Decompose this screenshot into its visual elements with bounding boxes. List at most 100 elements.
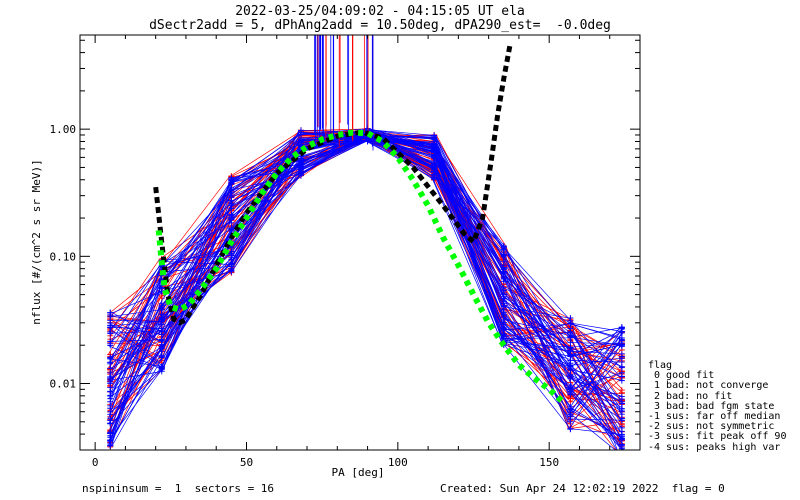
profile-point <box>618 341 625 348</box>
profile-point <box>618 328 625 335</box>
legend-item: 0 good fit <box>648 370 715 382</box>
chart-title-line1: 2022-03-25/04:09:02 - 04:15:05 UT ela <box>235 4 525 19</box>
profile-point <box>567 366 574 373</box>
profile-point <box>567 353 574 360</box>
profile-point <box>618 353 625 360</box>
legend-item: 3 bad: bad fgm state <box>648 400 775 412</box>
y-tick-label: 0.01 <box>50 378 77 391</box>
footer-sector-info: nspininsum = 1 sectors = 16 <box>82 482 275 495</box>
profile-line-red-21 <box>108 138 621 418</box>
profile-point <box>618 445 625 450</box>
profile-point <box>618 424 625 431</box>
profile-point <box>297 129 304 136</box>
profile-point <box>158 328 165 335</box>
profile-point <box>297 170 304 177</box>
profile-point <box>618 393 625 400</box>
profile-point <box>107 354 114 361</box>
y-axis-label: nflux [#/(cm^2 s sr MeV)] <box>30 159 43 325</box>
profile-line-red-39 <box>111 129 623 425</box>
profile-point <box>619 451 625 457</box>
profile-point <box>228 212 235 219</box>
profile-point <box>500 298 507 305</box>
profile-point <box>431 140 438 147</box>
profile-point <box>567 328 574 335</box>
x-axis-label: PA [deg] <box>332 466 385 479</box>
legend-title: flag <box>648 360 673 371</box>
profile-point <box>500 246 507 253</box>
profile-point <box>228 226 235 233</box>
profile-point <box>431 154 438 161</box>
profile-point <box>228 187 235 194</box>
profile-point <box>567 426 574 433</box>
profile-point <box>618 359 625 366</box>
profile-point <box>297 162 304 169</box>
profile-point <box>618 436 625 443</box>
profile-point <box>567 320 574 327</box>
legend-item: 2 bad: no fit <box>648 390 733 402</box>
profile-point <box>228 177 235 184</box>
profile-line-red-1 <box>109 136 622 401</box>
profile-point <box>618 408 625 415</box>
profile-point <box>297 141 304 148</box>
profile-point <box>567 339 574 346</box>
profile-point <box>228 248 235 255</box>
profile-point <box>619 455 625 461</box>
profile-line-blue-17 <box>110 136 621 419</box>
legend-item: -2 sus: not symmetric <box>648 421 775 433</box>
profile-point <box>107 417 114 424</box>
profile-point <box>500 321 507 328</box>
profile-point <box>107 392 114 399</box>
profile-point <box>158 337 165 344</box>
profile-point <box>618 417 625 424</box>
profile-point <box>618 364 625 371</box>
profile-point <box>107 378 114 385</box>
profile-point <box>567 384 574 391</box>
profile-point <box>567 413 574 420</box>
legend-item: -3 sus: fit peak off 90 <box>648 431 787 443</box>
legend-item: -1 sus: far off median <box>648 411 781 423</box>
profile-point <box>567 406 574 413</box>
flag-legend: flag 0 good fit 1 bad: not converge 2 ba… <box>648 360 787 453</box>
profile-point <box>158 314 165 321</box>
profile-point <box>158 284 165 291</box>
profile-point <box>431 175 438 182</box>
profile-point <box>500 287 507 294</box>
plot-frame <box>79 34 641 451</box>
x-tick-label: 0 <box>92 456 99 469</box>
profile-point <box>107 322 114 329</box>
profile-point <box>618 398 625 405</box>
legend-item: 1 bad: not converge <box>648 380 769 392</box>
profile-point <box>228 200 235 207</box>
profile-point <box>431 164 438 171</box>
profile-point <box>107 360 114 367</box>
x-tick-label: 100 <box>388 456 408 469</box>
profile-point <box>158 306 165 313</box>
profile-point <box>431 132 438 139</box>
profile-point <box>618 377 625 384</box>
profile-point <box>500 265 507 272</box>
profile-line-red-38 <box>111 133 620 398</box>
profile-point <box>618 369 625 376</box>
x-tick-label: 150 <box>539 456 559 469</box>
profile-point <box>107 432 114 439</box>
y-tick-label: 1.00 <box>50 123 77 136</box>
profile-point <box>107 329 114 336</box>
profile-line-blue-7 <box>111 137 621 443</box>
profile-point <box>619 455 625 461</box>
y-tick-label: 0.10 <box>50 250 77 263</box>
profile-point <box>107 398 114 405</box>
profile-point <box>228 263 235 270</box>
profile-point <box>500 332 507 339</box>
footer-created-info: Created: Sun Apr 24 12:02:19 2022 flag =… <box>440 482 725 495</box>
profile-line-blue-33 <box>111 133 622 446</box>
profile-point <box>107 313 114 320</box>
chart-title-line2: dSectr2add = 5, dPhAng2add = 10.50deg, d… <box>149 18 611 33</box>
profile-point <box>107 442 114 449</box>
profile-point <box>619 455 625 461</box>
profile-point <box>567 314 574 321</box>
profile-point <box>107 408 114 415</box>
profile-point <box>567 347 574 354</box>
profile-point <box>107 342 114 349</box>
profile-point <box>158 352 165 359</box>
